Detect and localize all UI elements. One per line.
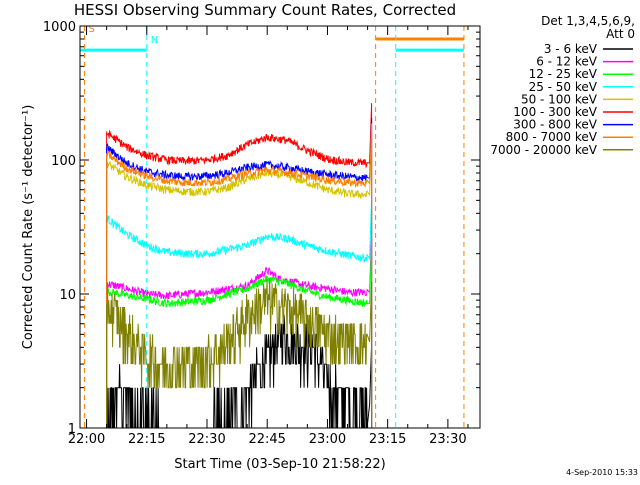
x-tick-label: 23:30 — [429, 432, 466, 447]
legend-item-label: 800 - 7000 keV — [506, 130, 598, 144]
legend-item-label: 100 - 300 keV — [513, 105, 597, 119]
series-line — [106, 314, 373, 428]
flag-segment-2 — [375, 26, 465, 428]
series-3-6-kev — [106, 314, 373, 428]
flag-segment-3 — [395, 26, 464, 428]
series-line — [106, 278, 373, 428]
flag-label: S — [89, 24, 95, 35]
legend-header-line-2: Att 0 — [606, 27, 635, 41]
x-tick-label: 23:00 — [309, 432, 346, 447]
flag-label: N — [151, 35, 158, 46]
series-layer — [106, 103, 373, 428]
y-tick-label: 1 — [68, 422, 76, 437]
flag-n: N — [80, 26, 158, 428]
y-axis: 1 10 100 1000 — [43, 20, 480, 437]
y-tick-label: 10 — [59, 288, 76, 303]
series-line — [106, 243, 373, 428]
x-tick-label: 22:30 — [188, 432, 225, 447]
series-line — [106, 123, 373, 428]
y-tick-label: 1000 — [43, 20, 76, 35]
series-line — [106, 103, 373, 428]
legend-item-label: 3 - 6 keV — [544, 42, 598, 56]
legend-header-line-1: Det 1,3,4,5,6,9, — [541, 14, 635, 28]
y-tick-label: 100 — [51, 154, 76, 169]
attenuator-flags: SN — [80, 24, 465, 428]
series-line — [106, 118, 373, 428]
x-axis-label: Start Time (03-Sep-10 21:58:22) — [174, 457, 385, 472]
legend-item-label: 6 - 12 keV — [536, 55, 598, 69]
x-axis: 22:00 22:15 22:30 22:45 23:00 23:15 23:30 — [68, 26, 469, 447]
series-line — [106, 134, 373, 428]
legend-item-label: 300 - 800 keV — [513, 118, 597, 132]
series-line — [106, 198, 373, 428]
plot-frame — [79, 25, 481, 429]
legend-item-label: 7000 - 20000 keV — [490, 143, 597, 157]
x-tick-label: 22:00 — [68, 432, 105, 447]
legend-item-label: 12 - 25 keV — [529, 67, 598, 81]
x-tick-label: 22:15 — [128, 432, 165, 447]
x-tick-label: 23:15 — [369, 432, 406, 447]
y-axis-label: Corrected Count Rate (s⁻¹ detector⁻¹) — [21, 105, 36, 350]
chart-title: HESSI Observing Summary Count Rates, Cor… — [74, 1, 456, 19]
x-tick-label: 22:45 — [248, 432, 285, 447]
legend-item-label: 25 - 50 keV — [529, 80, 598, 94]
flag-s: S — [84, 24, 95, 428]
series-7000-20000-kev — [106, 278, 373, 428]
legend-item-label: 50 - 100 keV — [521, 92, 598, 106]
timestamp-label: 4-Sep-2010 15:33 — [566, 468, 638, 477]
